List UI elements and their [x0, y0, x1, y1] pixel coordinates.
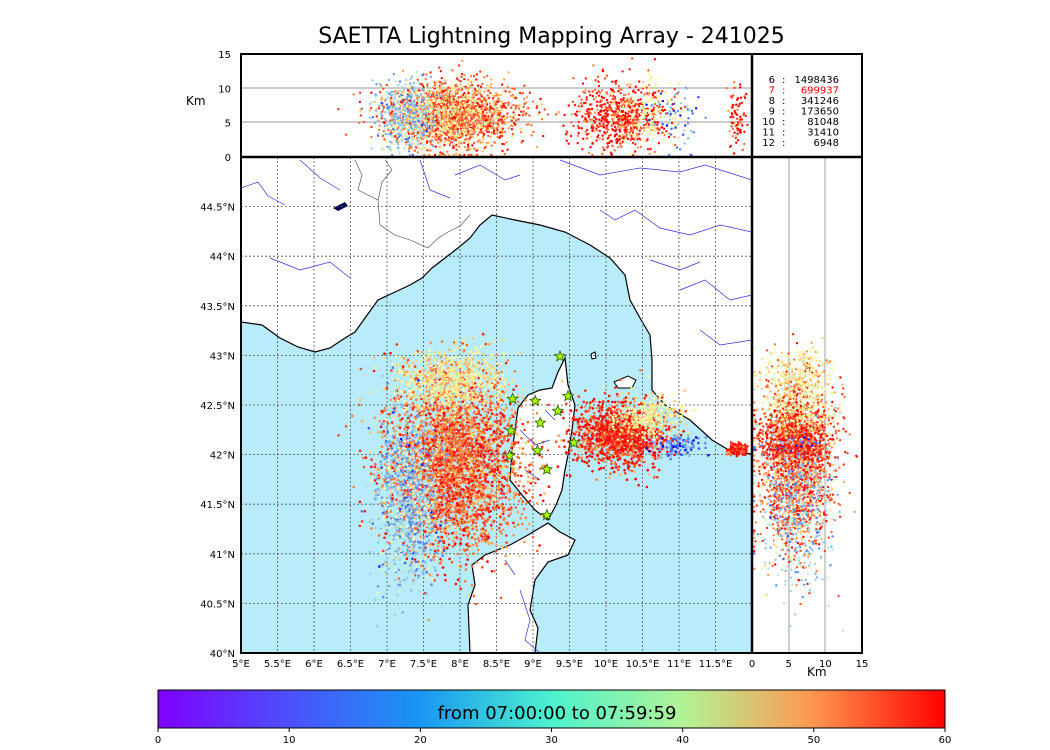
lat-tick-label: 40°N [210, 649, 235, 660]
station-star [504, 424, 518, 437]
count-separator: : [782, 107, 785, 118]
station-star [531, 443, 544, 456]
colorbar-tick-label: 60 [939, 735, 952, 746]
lat-tick-label: 40.5°N [200, 599, 235, 610]
count-sources: 31410 [807, 128, 839, 139]
count-stations: 9 [769, 107, 775, 118]
station-star [506, 392, 519, 405]
lon-tick-label: 7.5°E [410, 659, 437, 670]
lon-tick-label: 11.5°E [699, 659, 733, 670]
colorbar-tick-label: 50 [807, 735, 820, 746]
coastline [241, 214, 752, 455]
lon-tick-label: 5°E [232, 659, 250, 670]
lon-tick-label: 8.5°E [483, 659, 510, 670]
altitude-tick-label: 15 [218, 50, 231, 61]
count-sources: 173650 [801, 107, 839, 118]
lon-tick-label: 7°E [378, 659, 396, 670]
lat-tick-label: 41°N [210, 550, 235, 561]
altitude-tick-label: 10 [819, 659, 832, 670]
lat-tick-label: 44°N [210, 252, 235, 263]
count-stations: 10 [762, 117, 775, 128]
lon-tick-label: 9.5°E [556, 659, 583, 670]
count-stations: 11 [762, 128, 775, 139]
count-stations: 8 [769, 96, 775, 107]
axes: 5°E 5.5°E 6°E 6.5°E 7°E 7.5°E 8°E 8.5°E 9°E 9.5°E… [200, 50, 868, 670]
right-altitude-label: Km [807, 665, 827, 679]
lon-tick-label: 6.5°E [337, 659, 364, 670]
station-star [534, 416, 547, 429]
lake [333, 202, 348, 211]
elba-island [613, 375, 637, 389]
altitude-tick-label: 0 [225, 153, 231, 164]
lat-tick-label: 42.5°N [200, 401, 235, 412]
station-star [540, 462, 554, 475]
count-stations: 12 [762, 138, 775, 149]
lat-tick-label: 43.5°N [200, 302, 235, 313]
count-separator: : [782, 138, 785, 149]
station-count-legend: 6:14984367:6999378:3412469:17365010:8104… [762, 75, 839, 149]
chart-title: SAETTA Lightning Mapping Array - 241025 [318, 24, 785, 49]
lon-tick-label: 10.5°E [626, 659, 660, 670]
colorbar [157, 689, 946, 729]
lon-tick-label: 8°E [451, 659, 469, 670]
altitude-tick-label: 0 [749, 659, 755, 670]
lon-tick-label: 5.5°E [264, 659, 291, 670]
corsica-rivers [519, 409, 556, 481]
colorbar-label: from 07:00:00 to 07:59:59 [438, 703, 677, 724]
lat-tick-label: 43°N [210, 351, 235, 362]
colorbar-tick-label: 30 [545, 735, 558, 746]
altitude-tick-label: 5 [785, 659, 791, 670]
colorbar-tick-label: 20 [414, 735, 427, 746]
count-separator: : [782, 117, 785, 128]
count-sources: 341246 [801, 96, 839, 107]
lon-tick-label: 11°E [667, 659, 691, 670]
outer-frame [240, 53, 863, 654]
station-star [503, 449, 516, 461]
rivers [241, 159, 752, 653]
count-separator: : [782, 128, 785, 139]
lon-altitude-panel [241, 54, 752, 157]
count-sources: 1498436 [794, 75, 839, 86]
station-star [540, 508, 554, 521]
altitude-lat-panel [752, 157, 862, 653]
sardinia-outline [467, 522, 576, 653]
colorbar-tick-label: 10 [283, 735, 296, 746]
altitude-tick-label: 10 [218, 84, 231, 95]
lon-tick-label: 10°E [594, 659, 618, 670]
station-star [551, 404, 565, 417]
count-sources: 699937 [801, 86, 839, 97]
station-star [528, 394, 542, 407]
altitude-tick-label: 5 [225, 119, 231, 130]
station-star [567, 436, 581, 448]
lat-tick-label: 42°N [210, 451, 235, 462]
lon-tick-label: 6°E [305, 659, 323, 670]
lon-tick-label: 9°E [524, 659, 542, 670]
lat-tick-label: 44.5°N [200, 203, 235, 214]
station-markers [503, 349, 581, 521]
map-lightning-sources [337, 332, 749, 632]
country-borders [354, 159, 471, 249]
count-sources: 6948 [814, 138, 839, 149]
colorbar-ticks: 0 10 20 30 40 50 60 [155, 728, 952, 746]
station-star [561, 389, 575, 402]
count-separator: : [782, 86, 785, 97]
top-altitude-label: Km [186, 94, 206, 108]
count-sources: 81048 [807, 117, 839, 128]
count-separator: : [782, 96, 785, 107]
altitude-tick-label: 15 [856, 659, 869, 670]
station-star [553, 349, 567, 362]
colorbar-tick-label: 0 [155, 735, 161, 746]
count-separator: : [782, 75, 785, 86]
map-panel [241, 157, 752, 653]
count-stations: 6 [769, 75, 775, 86]
lat-tick-label: 41.5°N [200, 500, 235, 511]
count-stations: 7 [769, 86, 775, 97]
colorbar-tick-label: 40 [676, 735, 689, 746]
